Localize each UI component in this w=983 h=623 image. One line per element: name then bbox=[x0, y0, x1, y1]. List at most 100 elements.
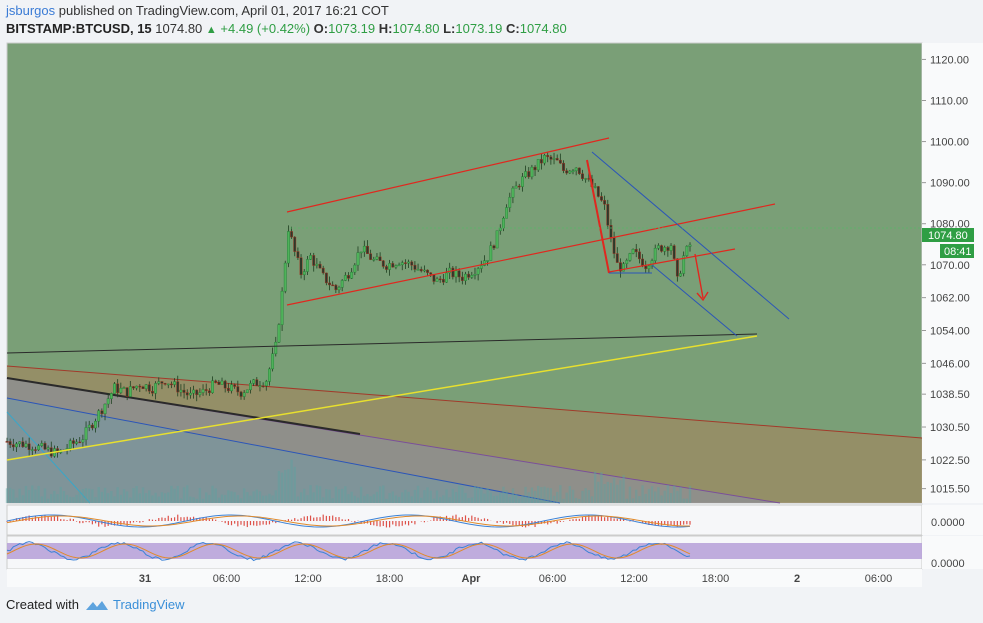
volume-bar bbox=[239, 498, 243, 503]
volume-bar bbox=[593, 471, 597, 503]
candle-body bbox=[192, 389, 195, 394]
volume-bar bbox=[296, 496, 300, 503]
candle-body bbox=[138, 385, 142, 388]
candle-body bbox=[422, 269, 426, 272]
candle-body bbox=[305, 259, 309, 272]
candle-body bbox=[249, 383, 252, 391]
volume-bar bbox=[227, 490, 230, 503]
candle-body bbox=[451, 267, 455, 278]
candle-body bbox=[562, 162, 565, 171]
candle-body bbox=[391, 263, 395, 268]
oscillator-pane[interactable] bbox=[6, 504, 923, 536]
wedge-lower bbox=[651, 264, 738, 337]
tradingview-link[interactable]: TradingView bbox=[85, 597, 185, 612]
candle-body bbox=[688, 244, 692, 247]
close-label: C: bbox=[506, 21, 520, 36]
price-tick-label: 1054.00 bbox=[930, 326, 970, 338]
candle-body bbox=[78, 441, 82, 444]
candle-body bbox=[445, 272, 448, 283]
volume-bar bbox=[192, 497, 195, 503]
candle-body bbox=[72, 440, 75, 444]
candle-body bbox=[328, 282, 331, 286]
candle-body bbox=[94, 420, 97, 429]
time-axis[interactable] bbox=[7, 569, 922, 587]
volume-bar bbox=[103, 487, 107, 503]
candle-body bbox=[356, 252, 360, 266]
volume-bar bbox=[654, 491, 657, 503]
volume-bar bbox=[470, 497, 474, 503]
volume-bar bbox=[214, 488, 217, 503]
support-line bbox=[6, 335, 758, 461]
price-tick-label: 1046.00 bbox=[930, 358, 970, 370]
volume-bar bbox=[167, 492, 170, 503]
volume-bar bbox=[391, 491, 394, 503]
volume-bar bbox=[495, 495, 499, 503]
candle-body bbox=[109, 393, 113, 399]
high-value: 1074.80 bbox=[392, 21, 440, 36]
volume-bar bbox=[91, 489, 94, 503]
candle-body bbox=[394, 265, 398, 268]
price-axis[interactable] bbox=[922, 43, 983, 503]
volume-bar bbox=[100, 491, 104, 503]
volume-bar bbox=[669, 493, 673, 503]
candle-body bbox=[15, 443, 18, 448]
volume-bar bbox=[672, 485, 676, 503]
candle-body bbox=[75, 441, 78, 444]
volume-bar bbox=[480, 487, 483, 503]
candle-body bbox=[505, 207, 509, 219]
symbol-label[interactable]: BITSTAMP:BTCUSD, 15 bbox=[6, 21, 152, 36]
volume-bar bbox=[274, 490, 277, 503]
volume-bar bbox=[344, 486, 347, 503]
time-tick-label: 18:00 bbox=[702, 573, 730, 585]
candle-body bbox=[230, 384, 233, 392]
candle-body bbox=[195, 389, 199, 395]
volume-bar bbox=[597, 481, 600, 503]
volume-bar bbox=[521, 495, 524, 503]
volume-bar bbox=[587, 490, 591, 503]
volume-bar bbox=[571, 489, 575, 503]
price-tick-label: 1110.00 bbox=[930, 96, 968, 108]
volume-bar bbox=[559, 485, 562, 503]
volume-bar bbox=[59, 486, 62, 503]
candle-body bbox=[340, 280, 344, 288]
volume-bar bbox=[382, 485, 385, 503]
candle-body bbox=[185, 392, 189, 396]
candle-body bbox=[318, 263, 322, 269]
candle-body bbox=[416, 269, 420, 271]
volume-bar bbox=[249, 495, 252, 503]
volume-bar bbox=[293, 466, 296, 503]
candle-body bbox=[151, 390, 154, 394]
author-link[interactable]: jsburgos bbox=[6, 3, 56, 18]
candle-body bbox=[283, 262, 287, 292]
volume-bar bbox=[81, 489, 85, 503]
candle-body bbox=[470, 275, 474, 278]
volume-bar bbox=[334, 486, 338, 503]
neckline bbox=[6, 333, 758, 354]
candle-body bbox=[170, 383, 173, 386]
volume-bar bbox=[524, 486, 527, 503]
candle-body bbox=[119, 388, 123, 393]
candle-body bbox=[321, 267, 325, 274]
candle-body bbox=[584, 178, 588, 180]
candle-body bbox=[312, 255, 316, 266]
volume-bar bbox=[413, 489, 417, 503]
volume-bar bbox=[309, 485, 312, 503]
volume-bar bbox=[303, 488, 306, 503]
volume-bar bbox=[280, 472, 284, 503]
candle-body bbox=[666, 247, 670, 251]
stoch-axis-label: 0.0000 bbox=[931, 558, 965, 570]
candle-body bbox=[536, 159, 540, 171]
volume-bar bbox=[609, 482, 613, 503]
symbol-line: BITSTAMP:BTCUSD, 15 1074.80 ▲ +4.49 (+0.… bbox=[6, 21, 567, 36]
candle-body bbox=[656, 245, 660, 249]
volume-bar bbox=[685, 498, 689, 503]
tradingview-logo-icon bbox=[85, 600, 108, 610]
volume-bar bbox=[18, 488, 21, 503]
volume-bar bbox=[135, 486, 138, 503]
volume-bar bbox=[84, 488, 88, 503]
volume-bar bbox=[410, 496, 413, 503]
candle-body bbox=[432, 274, 436, 282]
candle-body bbox=[574, 167, 578, 171]
volume-bar bbox=[628, 486, 632, 503]
